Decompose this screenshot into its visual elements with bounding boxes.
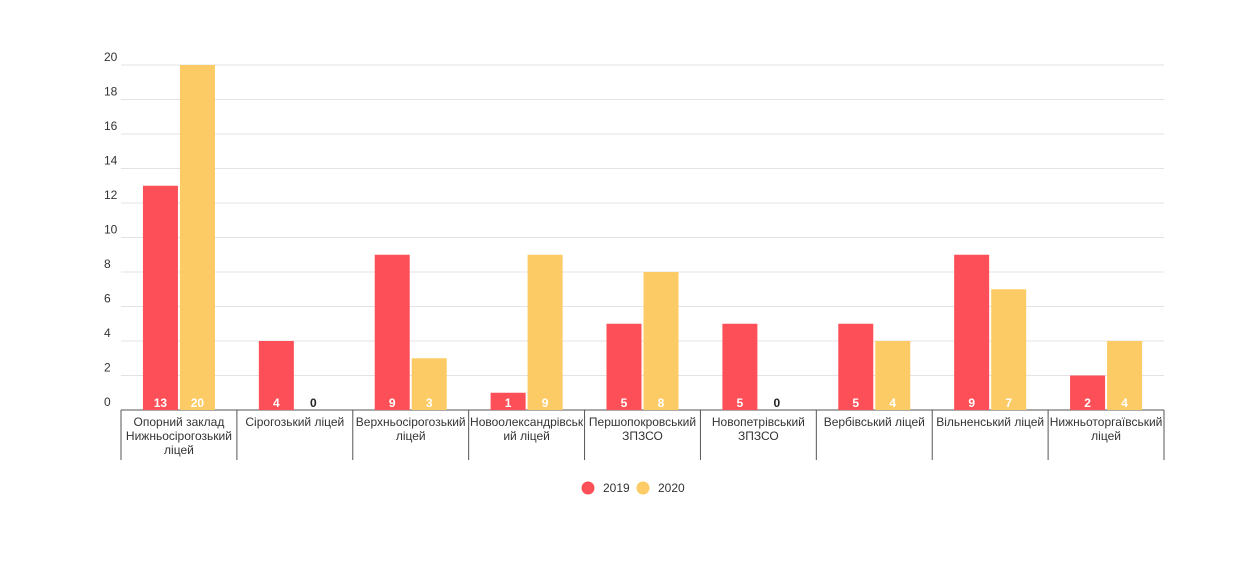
bar-value-label: 7 [1005,396,1012,410]
bar-value-label: 5 [852,396,859,410]
y-tick-label: 6 [104,292,111,306]
bar-value-label: 4 [1121,396,1128,410]
x-category-label: ліцей [164,443,194,457]
bar-2019-3 [374,254,410,410]
bar-2019-6 [722,323,758,410]
x-category-label: Вільненський ліцей [936,415,1044,429]
bar-value-label: 4 [273,396,280,410]
y-tick-label: 18 [104,85,118,99]
x-category-label: Нижньоторгаївський [1050,415,1163,429]
bar-value-label: 9 [968,396,975,410]
bar-2019-1 [142,185,178,410]
x-category-label: Першопокровський [589,415,696,429]
y-tick-label: 2 [104,361,111,375]
bar-2020-9 [1107,341,1143,410]
x-category-label: ЗПЗСО [738,429,779,443]
x-category-label: Верхньосірогозький [356,415,466,429]
x-category-label: Новопетрівський [712,415,805,429]
bar-2020-3 [411,358,447,410]
bar-value-label: 13 [154,396,168,410]
x-category-label: ЗПЗСО [622,429,663,443]
y-tick-label: 14 [104,154,118,168]
bar-2019-5 [606,323,642,410]
y-tick-label: 16 [104,119,118,133]
bar-value-label: 5 [621,396,628,410]
y-tick-label: 20 [104,50,118,64]
bar-value-label: 0 [774,396,781,410]
bar-2020-1 [179,65,215,410]
x-category-label: Опорний заклад [134,415,225,429]
legend-marker-2020 [636,481,650,495]
bar-value-label: 1 [505,396,512,410]
x-category-label: ліцей [396,429,426,443]
bar-2019-2 [258,341,294,410]
x-category-label: Нижньосірогозький [126,429,232,443]
bar-value-label: 5 [737,396,744,410]
bar-2020-7 [875,341,911,410]
x-category-label: ий ліцей [503,429,550,443]
bar-2019-9 [1070,375,1106,410]
bar-2019-8 [954,254,990,410]
y-tick-label: 0 [104,395,111,409]
bar-value-label: 0 [310,396,317,410]
legend-label: 2019 [603,481,630,495]
bar-2020-5 [643,272,679,410]
bar-value-label: 9 [389,396,396,410]
bar-2020-4 [527,254,563,410]
bar-value-label: 9 [542,396,549,410]
x-category-label: Новоолександрівськ [470,415,584,429]
legend-marker-2019 [581,481,595,495]
bar-value-label: 8 [658,396,665,410]
y-tick-label: 8 [104,257,111,271]
bar-value-label: 2 [1084,396,1091,410]
bar-2020-8 [991,289,1027,410]
bar-2019-7 [838,323,874,410]
bar-value-label: 4 [889,396,896,410]
x-category-label: Сірогозький ліцей [245,415,344,429]
y-tick-label: 12 [104,188,118,202]
bar-2019-4 [490,392,526,410]
y-tick-label: 4 [104,326,111,340]
bar-value-label: 20 [191,396,205,410]
bar-value-label: 3 [426,396,433,410]
legend-label: 2020 [658,481,685,495]
y-tick-label: 10 [104,223,118,237]
x-category-label: Вербівський ліцей [824,415,925,429]
x-category-label: ліцей [1091,429,1121,443]
